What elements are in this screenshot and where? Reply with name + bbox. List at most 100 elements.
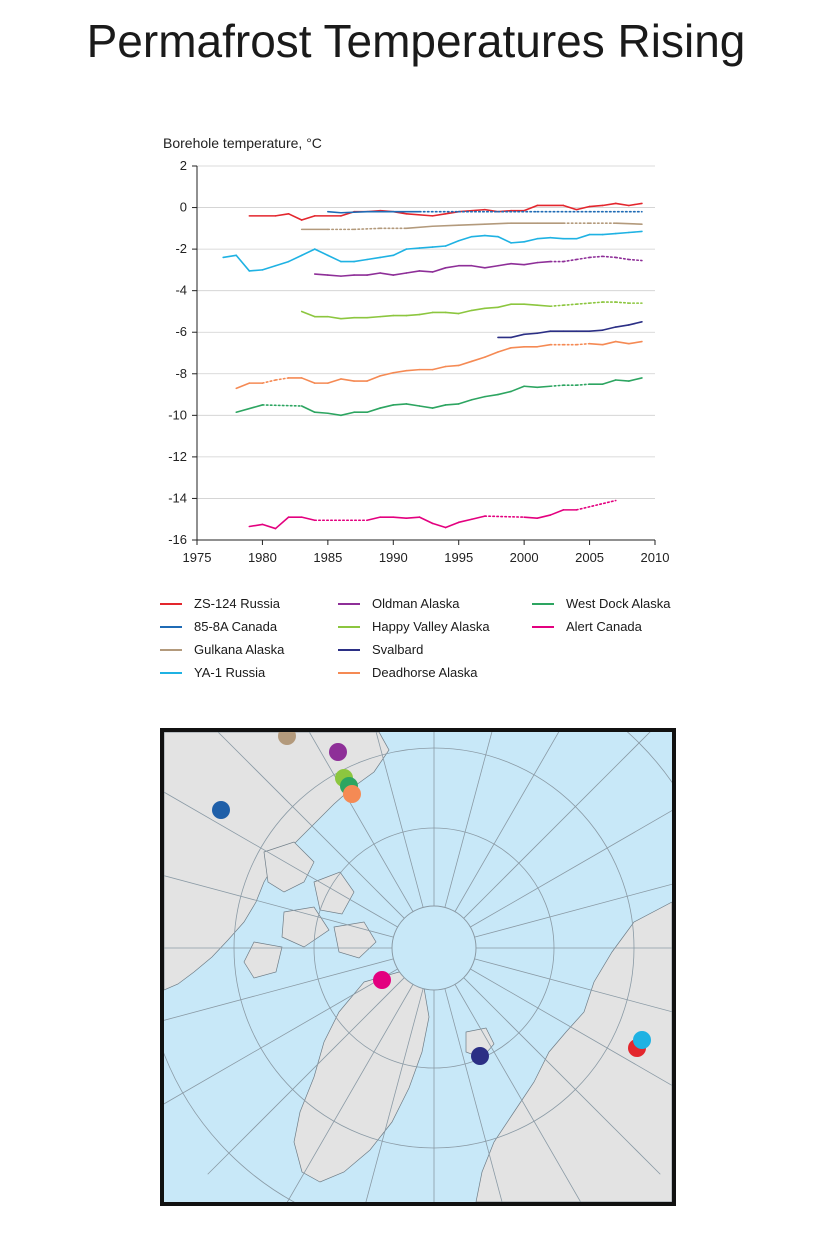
series-oldman-alaska bbox=[313, 255, 643, 277]
meridian-line bbox=[365, 988, 424, 1202]
series-segment bbox=[562, 258, 578, 263]
series-segment bbox=[510, 385, 525, 393]
series-segment bbox=[562, 303, 578, 307]
series-segment bbox=[497, 235, 512, 244]
series-segment bbox=[431, 245, 447, 248]
series-segment bbox=[575, 233, 591, 240]
series-segment bbox=[222, 254, 238, 259]
legend-label: Happy Valley Alaska bbox=[372, 619, 490, 634]
x-tick-label: 1980 bbox=[248, 550, 277, 565]
series-segment bbox=[444, 264, 460, 269]
y-tick-label: 2 bbox=[180, 158, 187, 173]
series-segment bbox=[601, 326, 617, 331]
series-segment bbox=[444, 403, 460, 406]
meridian-line bbox=[444, 988, 503, 1202]
legend-label: Alert Canada bbox=[566, 619, 642, 634]
series-segment bbox=[418, 516, 434, 525]
legend-label: ZS-124 Russia bbox=[194, 596, 280, 611]
series-segment bbox=[405, 225, 434, 230]
series-segment bbox=[588, 255, 604, 259]
series-segment bbox=[628, 377, 643, 382]
series-segment bbox=[628, 340, 643, 345]
series-segment bbox=[261, 404, 303, 407]
meridian-line bbox=[164, 968, 398, 1105]
series-segment bbox=[536, 514, 552, 519]
legend-label: Gulkana Alaska bbox=[194, 642, 285, 657]
gridlines bbox=[197, 165, 655, 541]
series-segment bbox=[484, 351, 499, 358]
meridian-line bbox=[470, 968, 672, 1086]
series-segment bbox=[405, 212, 434, 217]
series-segment bbox=[340, 316, 355, 320]
series-segment bbox=[588, 329, 604, 332]
series-segment bbox=[418, 311, 434, 316]
series-segment bbox=[457, 518, 473, 524]
series-segment bbox=[313, 411, 329, 415]
series-segment bbox=[379, 404, 395, 409]
legend-item: 85-8A Canada bbox=[160, 619, 277, 634]
series-segment bbox=[510, 333, 525, 339]
series-segment bbox=[418, 405, 434, 409]
series-segment bbox=[549, 509, 565, 516]
legend-swatch bbox=[160, 648, 182, 651]
series-segment bbox=[523, 385, 539, 389]
axes: 2 0 -2 -4 -6 -8 -10 -12 -14 -16 1975 1980 1985 1990 19… bbox=[168, 158, 669, 565]
meridian-line bbox=[470, 810, 672, 928]
series-segment bbox=[484, 306, 499, 310]
series-segment bbox=[235, 404, 264, 414]
page-title: Permafrost Temperatures Rising bbox=[86, 15, 746, 67]
legend-label: West Dock Alaska bbox=[566, 596, 671, 611]
legend-item: Svalbard bbox=[338, 642, 423, 657]
meridian-line bbox=[474, 883, 672, 938]
series-segment bbox=[405, 516, 421, 519]
series-segment bbox=[536, 330, 552, 335]
series-segment bbox=[313, 273, 329, 276]
series-segment bbox=[614, 340, 630, 345]
series-segment bbox=[261, 264, 277, 271]
series-segment bbox=[300, 377, 316, 384]
series-segment bbox=[588, 204, 604, 208]
series-segment bbox=[536, 236, 552, 240]
series-ya-1-russia bbox=[222, 230, 643, 272]
series-segment bbox=[497, 347, 512, 353]
series-segment bbox=[379, 371, 395, 377]
meridian-line bbox=[463, 977, 661, 1175]
legend-label: YA-1 Russia bbox=[194, 665, 266, 680]
legend-item: West Dock Alaska bbox=[532, 596, 671, 611]
series-segment bbox=[562, 204, 578, 211]
marker-oldman-alaska bbox=[329, 743, 347, 761]
meridian-line bbox=[454, 984, 582, 1202]
series-segment bbox=[536, 385, 552, 389]
meridian-line bbox=[474, 958, 672, 1013]
meridian-line bbox=[375, 732, 424, 908]
series-segment bbox=[470, 395, 486, 401]
legend-label: Oldman Alaska bbox=[372, 596, 460, 611]
series-segment bbox=[300, 248, 316, 257]
series-segment bbox=[379, 272, 395, 276]
legend-item: Happy Valley Alaska bbox=[338, 619, 490, 634]
meridians bbox=[164, 732, 672, 1202]
legend-swatch bbox=[338, 625, 360, 628]
series-segment bbox=[444, 311, 460, 315]
series-segment bbox=[457, 223, 486, 227]
legend-swatch bbox=[532, 625, 554, 628]
series-layer bbox=[222, 202, 643, 530]
series-segment bbox=[444, 240, 460, 247]
series-segment bbox=[274, 377, 290, 381]
legend-label: Svalbard bbox=[372, 642, 424, 657]
legend-swatch bbox=[160, 625, 182, 628]
series-segment bbox=[575, 205, 591, 211]
x-tick-label: 1985 bbox=[313, 550, 342, 565]
meridian-line bbox=[164, 791, 398, 928]
series-happy-valley-alaska bbox=[300, 301, 643, 320]
series-segment bbox=[575, 499, 617, 511]
series-segment bbox=[588, 301, 604, 304]
series-segment bbox=[392, 248, 408, 257]
series-alert-canada bbox=[248, 499, 617, 530]
series-segment bbox=[340, 274, 355, 277]
meridian-line bbox=[444, 732, 493, 908]
series-segment bbox=[601, 255, 617, 259]
line-chart: Borehole temperature, °C 2 0 -2 -4 -6 -8 -10 -1… bbox=[163, 135, 669, 565]
series-segment bbox=[614, 379, 630, 382]
series-segment bbox=[418, 270, 434, 273]
